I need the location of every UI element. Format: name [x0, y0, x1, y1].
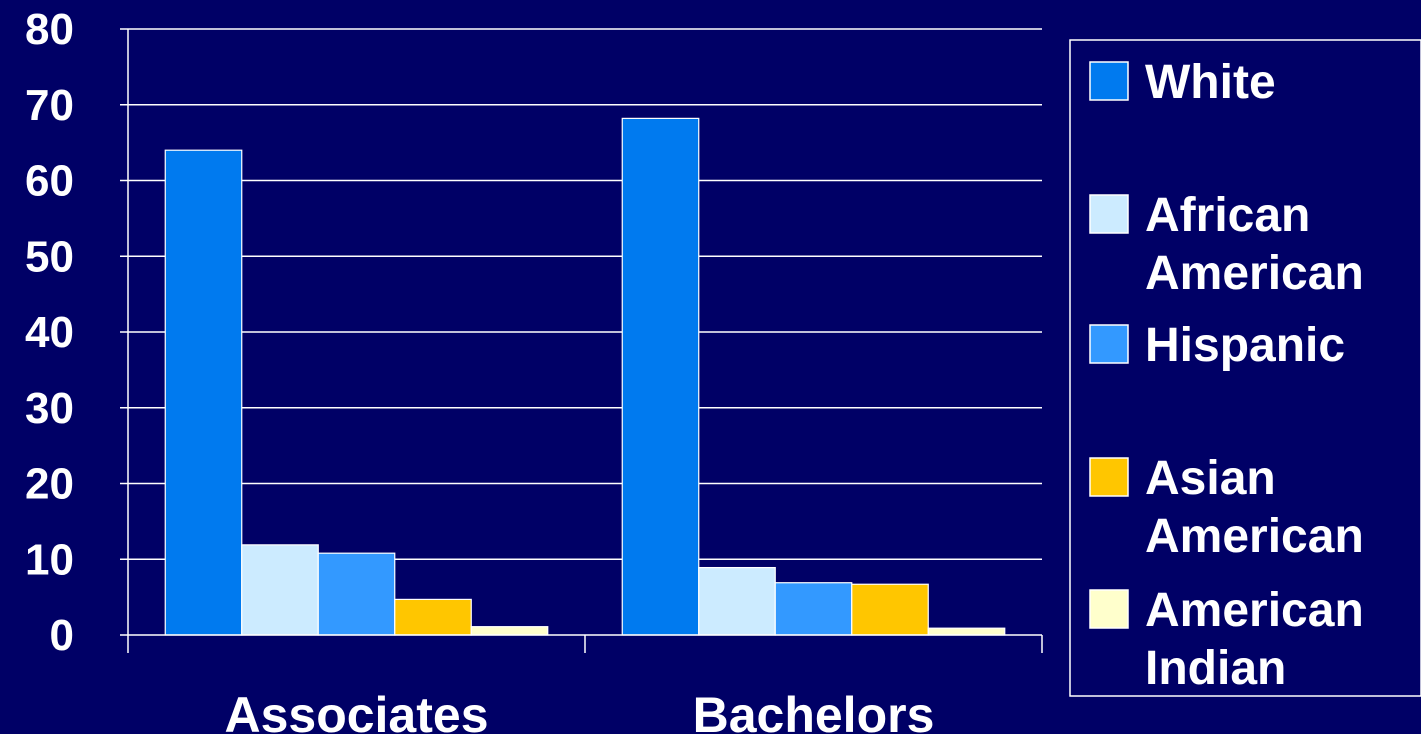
category-label: Bachelors: [693, 687, 935, 734]
legend-label-hispanic: Hispanic: [1145, 319, 1345, 372]
bar-asian-american-bachelors: [851, 583, 929, 636]
legend-label-african-american: African American: [1145, 189, 1364, 300]
axes: [120, 28, 1043, 653]
legend-swatch-american-indian: [1089, 589, 1129, 629]
y-tick-label: 40: [25, 308, 74, 357]
category-labels: Associates Bachelors: [224, 687, 934, 734]
bar-african-american-bachelors: [698, 566, 776, 636]
bar-white-associates: [164, 149, 243, 636]
y-tick-label: 80: [25, 5, 74, 54]
legend-label-white: White: [1145, 56, 1276, 109]
bar-american-indian-bachelors: [927, 627, 1006, 636]
legend-swatch-white: [1089, 61, 1129, 101]
bar-african-american-associates: [241, 544, 319, 636]
legend-swatch-asian-american: [1089, 457, 1129, 497]
legend-swatch-hispanic: [1089, 324, 1129, 364]
y-tick-label: 70: [25, 81, 74, 130]
y-tick-label: 60: [25, 157, 74, 206]
bar-white-bachelors: [621, 117, 700, 636]
gridlines: [128, 28, 1042, 560]
y-tick-label: 50: [25, 232, 74, 281]
bar-hispanic-bachelors: [774, 582, 853, 636]
y-tick-label: 30: [25, 384, 74, 433]
legend: White African American Hispanic Asian America…: [1069, 39, 1421, 697]
bar-asian-american-associates: [394, 598, 472, 636]
bar-hispanic-associates: [317, 552, 396, 636]
bars: [164, 117, 1006, 636]
y-tick-label: 20: [25, 460, 74, 509]
y-tick-label: 10: [25, 535, 74, 584]
legend-label-asian-american: Asian American: [1145, 452, 1364, 563]
category-label: Associates: [224, 687, 488, 734]
legend-label-american-indian: American Indian: [1145, 584, 1364, 695]
y-tick-labels: 0 10 20 30 40 50 60 70 80: [25, 5, 74, 660]
y-tick-label: 0: [50, 611, 74, 660]
legend-box: [1069, 39, 1421, 697]
bar-american-indian-associates: [470, 626, 549, 636]
legend-swatch-african-american: [1089, 194, 1129, 234]
